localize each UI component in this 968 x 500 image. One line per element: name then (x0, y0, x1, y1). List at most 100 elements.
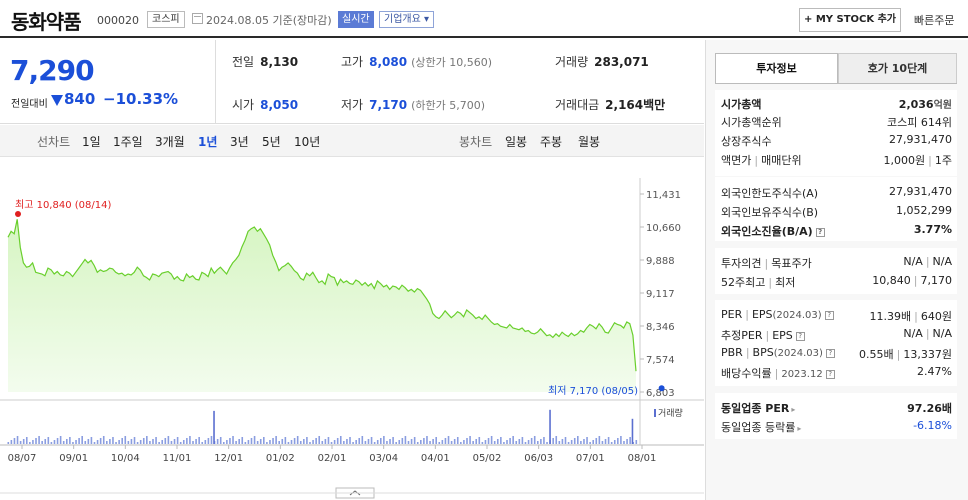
opinion-values: N/A | N/A (903, 255, 952, 268)
volume-bar (222, 442, 225, 444)
price-chart[interactable]: 11,431 10,660 9,888 9,117 8,346 7,574 6,803 최고 … (0, 158, 704, 500)
volume-bar (241, 437, 244, 444)
separator: | (914, 310, 918, 323)
foreign-ratio-labelwrap: 외국인소진율(B/A)? (721, 223, 825, 239)
volume-bar (327, 437, 330, 444)
volume-bar (192, 441, 194, 444)
help-icon[interactable]: ? (795, 332, 805, 341)
volume-label: 거래량 (555, 55, 589, 69)
price-chart-svg[interactable]: 11,431 10,660 9,888 9,117 8,346 7,574 6,803 최고 … (0, 158, 704, 500)
volume-bar (312, 440, 314, 444)
help-icon[interactable]: ? (824, 311, 834, 320)
volume-bar (395, 442, 397, 444)
volume-bar (564, 437, 567, 444)
volume-bar (235, 441, 237, 444)
dividend-labels: 배당수익률 | 2023.12? (721, 365, 835, 381)
volume-bar (629, 437, 631, 444)
y-tick-label: 7,574 (646, 355, 675, 366)
period-1w[interactable]: 1주일 (113, 135, 143, 149)
separator: | (925, 255, 930, 268)
upper-limit: (상한가 10,560) (411, 56, 492, 69)
sector-per-row[interactable]: 동일업종 PER ▸ 97.26배 (721, 399, 952, 417)
volume-bar (466, 438, 468, 444)
period-5y[interactable]: 5년 (262, 135, 281, 149)
volume-bar (321, 441, 324, 444)
stock-name: 동화약품 (11, 10, 82, 34)
period-10y[interactable]: 10년 (294, 135, 321, 149)
trade-unit-value: 1주 (934, 154, 952, 167)
add-my-stock-button[interactable]: + MY STOCK 추가 (799, 8, 901, 32)
separator: | (765, 329, 770, 342)
period-1y[interactable]: 1년 (198, 135, 218, 149)
market-cap-unit: 억원 (933, 100, 952, 111)
candle-weekly[interactable]: 주봉 (540, 135, 563, 149)
volume-bar (136, 442, 139, 444)
sector-rate-row[interactable]: 동일업종 등락률 ▸ -6.18% (721, 418, 952, 436)
volume-bar (333, 440, 336, 444)
volume-bar (392, 437, 394, 444)
volume-bar (561, 439, 564, 444)
volume-bar (155, 437, 157, 444)
w52-values: 10,840 | 7,170 (872, 274, 952, 287)
volume-spike (549, 409, 551, 444)
volume-bar (617, 438, 619, 444)
min-marker (658, 385, 665, 392)
help-icon[interactable]: ? (815, 228, 825, 237)
volume-bar (266, 442, 268, 444)
base-date: 2024.08.05 기준(장마감) (206, 14, 332, 27)
volume-bar (149, 441, 151, 444)
company-overview-dropdown[interactable]: 기업개요 ▾ (379, 11, 434, 28)
volume-bar (170, 441, 173, 444)
par-row: 액면가 | 매매단위 1,000원 | 1주 (721, 151, 952, 169)
help-icon[interactable]: ? (825, 370, 835, 379)
volume-bar (361, 436, 364, 444)
volume-bar (604, 439, 607, 444)
y-tick-label: 9,888 (646, 256, 675, 267)
volume-bar (287, 442, 290, 444)
volume-bar (429, 441, 431, 444)
volume-bar (278, 441, 281, 444)
calendar-icon (192, 13, 203, 24)
period-3y[interactable]: 3년 (230, 135, 249, 149)
realtime-badge[interactable]: 실시간 (338, 11, 374, 28)
foreign-box: 외국인한도주식수(A) 27,931,470 외국인보유주식수(B) 1,052… (715, 177, 957, 241)
tab-investment-info[interactable]: 투자정보 (715, 53, 838, 84)
volume-legend: 거래량 (658, 407, 683, 419)
x-tick-label: 12/01 (214, 453, 243, 464)
pbr-label: PBR (721, 346, 743, 359)
volume-bar (635, 440, 638, 444)
volume-bar (543, 437, 545, 444)
volume-bar (53, 440, 56, 444)
volume-bar (19, 441, 22, 444)
w52-high-value: 10,840 (872, 274, 911, 287)
tab-order-book[interactable]: 호가 10단계 (838, 53, 957, 84)
sector-per-label: 동일업종 PER (721, 402, 790, 415)
volume-bar (512, 436, 514, 444)
candle-daily[interactable]: 일봉 (505, 135, 528, 149)
volume-bar (112, 437, 114, 444)
w52-high-label: 52주최고 (721, 276, 766, 289)
candle-monthly[interactable]: 월봉 (578, 135, 601, 149)
volume-bar (441, 440, 444, 444)
volume-bar (580, 441, 582, 444)
volume-bar (229, 438, 231, 444)
open-price: 시가 8,050 (232, 96, 298, 113)
foreign-limit-value: 27,931,470 (889, 185, 952, 198)
quick-order-button[interactable]: 빠른주문 (914, 14, 955, 27)
volume-bar (90, 437, 93, 444)
par-labels: 액면가 | 매매단위 (721, 152, 802, 168)
volume-bar (506, 440, 508, 444)
volume-bar (533, 436, 536, 444)
volume-bar (130, 439, 133, 444)
volume-bar (546, 442, 548, 444)
x-tick-label: 07/01 (576, 453, 605, 464)
volume-bar (558, 441, 561, 444)
period-3m[interactable]: 3개월 (155, 135, 185, 149)
period-1d[interactable]: 1일 (82, 135, 101, 149)
foreign-hold-value: 1,052,299 (896, 204, 952, 217)
help-icon[interactable]: ? (825, 349, 835, 358)
volume-bar (10, 440, 13, 444)
volume-bar (238, 439, 240, 444)
bps-label: BPS (752, 346, 774, 359)
market-cap-box: 시가총액 2,036억원 시가총액순위 코스피 614위 상장주식수 27,93… (715, 90, 957, 176)
